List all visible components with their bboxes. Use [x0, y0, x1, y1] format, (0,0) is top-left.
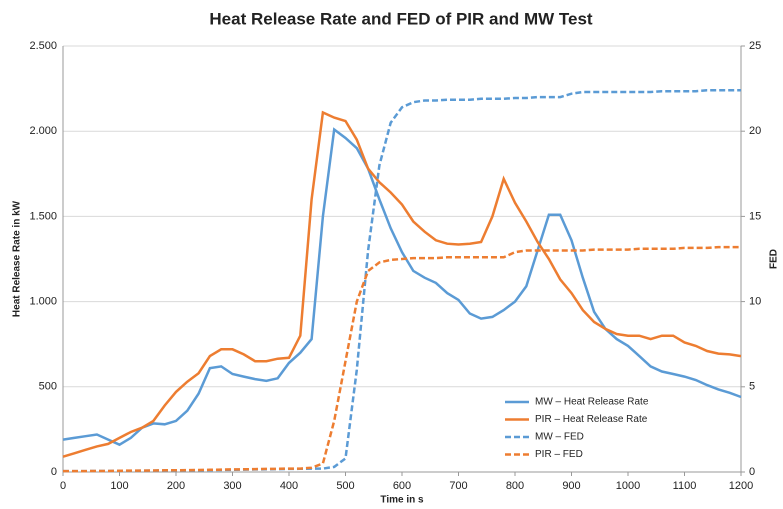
x-tick-label: 400	[280, 480, 298, 492]
x-tick-label: 700	[449, 480, 467, 492]
x-tick-label: 500	[336, 480, 354, 492]
y-tick-label: 2.500	[29, 40, 57, 52]
y2-tick-label: 10	[749, 296, 761, 308]
x-axis-title: Time in s	[380, 495, 424, 506]
x-tick-label: 600	[393, 480, 411, 492]
y2-tick-label: 0	[749, 466, 755, 478]
legend-label: PIR – FED	[535, 449, 583, 460]
x-tick-label: 1200	[729, 480, 753, 492]
y-axis-title: Heat Release Rate in kW	[12, 200, 23, 317]
y-tick-label: 500	[39, 381, 57, 393]
x-tick-label: 100	[110, 480, 128, 492]
chart-title: Heat Release Rate and FED of PIR and MW …	[209, 9, 593, 28]
series-line	[62, 127, 742, 447]
y-tick-label: 1.000	[29, 296, 57, 308]
x-tick-label: 800	[506, 480, 524, 492]
x-tick-label: 300	[223, 480, 241, 492]
series-line	[62, 110, 742, 458]
y-tick-label: 0	[51, 466, 57, 478]
legend-label: PIR – Heat Release Rate	[535, 414, 648, 425]
x-tick-label: 200	[167, 480, 185, 492]
y-tick-label: 2.000	[29, 125, 57, 137]
legend-label: MW – Heat Release Rate	[535, 397, 649, 408]
y2-tick-label: 15	[749, 210, 761, 222]
x-tick-label: 1100	[673, 480, 697, 492]
series-line	[63, 245, 741, 473]
legend-label: MW – FED	[535, 432, 584, 443]
y2-tick-label: 5	[749, 381, 755, 393]
y2-axis-title: FED	[769, 249, 780, 269]
y-tick-label: 1.500	[29, 210, 57, 222]
x-tick-label: 900	[562, 480, 580, 492]
x-tick-label: 0	[60, 480, 66, 492]
x-tick-label: 1000	[616, 480, 640, 492]
y2-tick-label: 20	[749, 125, 761, 137]
y2-tick-label: 25	[749, 40, 761, 52]
